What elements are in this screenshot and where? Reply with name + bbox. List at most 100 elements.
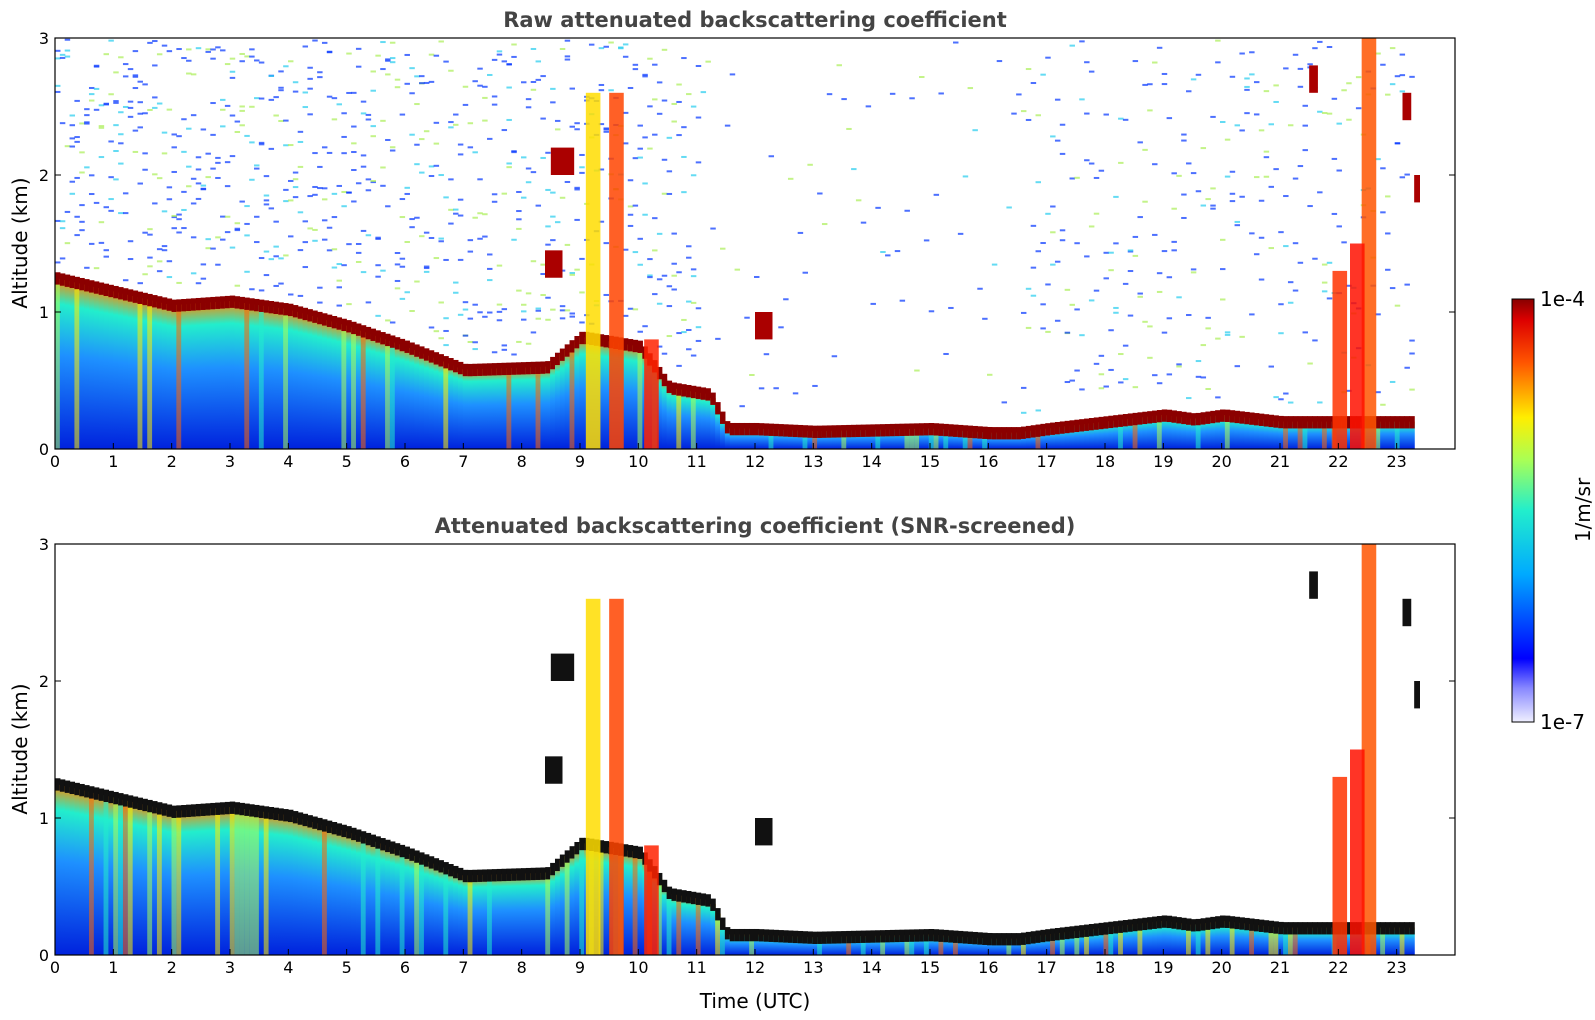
- aerosol-column: [545, 366, 551, 449]
- noise-pixel: [84, 108, 90, 111]
- aerosol-column: [273, 307, 279, 449]
- x-tick-label: 17: [1036, 958, 1056, 977]
- noise-pixel: [491, 351, 498, 354]
- aerosol-column: [1147, 416, 1153, 449]
- noise-pixel: [1108, 368, 1114, 371]
- layer-top-band: [127, 795, 134, 808]
- noise-pixel: [661, 274, 668, 277]
- noise-pixel: [909, 97, 915, 100]
- noise-pixel: [195, 282, 202, 285]
- noise-pixel: [234, 120, 241, 123]
- aerosol-column: [681, 389, 687, 449]
- layer-top-band: [1103, 416, 1109, 429]
- noise-pixel: [326, 151, 333, 154]
- noise-pixel: [1132, 386, 1139, 389]
- noise-pixel: [1253, 81, 1260, 84]
- noise-pixel: [389, 149, 396, 152]
- aerosol-column: [627, 850, 634, 955]
- noise-pixel: [1326, 261, 1333, 264]
- layer-top-band: [195, 297, 202, 311]
- noise-pixel: [982, 317, 988, 320]
- noise-pixel: [273, 220, 279, 223]
- noise-pixel: [190, 177, 197, 180]
- noise-pixel: [433, 54, 440, 57]
- aerosol-column: [1103, 421, 1109, 449]
- noise-pixel: [433, 257, 440, 260]
- x-tick-label: 14: [861, 958, 881, 977]
- layer-top-band: [229, 801, 236, 814]
- noise-pixel: [1409, 339, 1415, 342]
- noise-pixel: [176, 231, 182, 234]
- aerosol-column: [821, 430, 828, 449]
- noise-pixel: [195, 182, 202, 185]
- aerosol-column: [1205, 417, 1211, 449]
- noise-pixel: [200, 128, 207, 131]
- layer-top-band: [948, 930, 954, 943]
- noise-pixel: [477, 178, 483, 181]
- noise-pixel: [496, 264, 503, 267]
- noise-pixel: [302, 91, 309, 94]
- noise-pixel: [1069, 379, 1075, 382]
- layer-top-band: [880, 930, 886, 943]
- noise-pixel: [297, 140, 304, 143]
- x-tick-label: 22: [1328, 452, 1348, 471]
- aerosol-column: [370, 334, 376, 449]
- panel-raw-x-ticks: 0 1 2 3 4 5 6 7 8 9 10 11 12 13 14 15 16 17 18 19 20 21 22 23: [50, 443, 1407, 471]
- noise-pixel: [1059, 123, 1066, 126]
- noise-pixel: [1195, 375, 1202, 378]
- noise-pixel: [166, 260, 173, 263]
- noise-pixel: [1118, 117, 1124, 120]
- noise-pixel: [1171, 207, 1177, 210]
- noise-pixel: [147, 228, 153, 231]
- noise-pixel: [1050, 135, 1056, 138]
- layer-top-band: [812, 425, 818, 438]
- noise-pixel: [321, 238, 328, 241]
- noise-pixel: [1326, 297, 1333, 300]
- noise-pixel: [365, 234, 372, 237]
- aerosol-column: [821, 936, 828, 955]
- aerosol-column: [351, 833, 357, 955]
- aerosol-column: [967, 937, 974, 955]
- noise-pixel: [385, 319, 391, 322]
- aerosol-column: [419, 351, 425, 449]
- noise-pixel: [676, 134, 682, 137]
- layer-top-band: [1215, 916, 1221, 929]
- noise-pixel: [239, 200, 245, 203]
- noise-pixel: [1171, 172, 1177, 175]
- x-tick-label: 23: [1386, 452, 1406, 471]
- layer-top-band: [1118, 920, 1124, 933]
- noise-pixel: [1025, 118, 1032, 121]
- layer-top-band: [1380, 922, 1386, 935]
- noise-pixel: [865, 105, 872, 108]
- noise-pixel: [152, 106, 158, 109]
- layer-top-band: [220, 296, 226, 309]
- noise-pixel: [132, 50, 139, 53]
- layer-top-band: [307, 815, 313, 828]
- aerosol-streak: [176, 810, 182, 955]
- aerosol-column: [540, 872, 546, 955]
- noise-pixel: [1200, 376, 1207, 379]
- noise-pixel: [1389, 47, 1396, 50]
- noise-pixel: [215, 176, 221, 179]
- aerosol-streak: [1084, 930, 1090, 955]
- aerosol-column: [1054, 427, 1061, 449]
- aerosol-column: [195, 809, 202, 955]
- layer-top-band: [1389, 416, 1396, 429]
- x-tick-label: 2: [167, 958, 177, 977]
- elevated-cloud: [1402, 598, 1412, 627]
- layer-top-band: [137, 291, 143, 304]
- noise-pixel: [681, 191, 687, 194]
- noise-pixel: [1239, 335, 1245, 338]
- aerosol-column: [787, 935, 794, 955]
- noise-pixel: [1253, 176, 1260, 179]
- noise-pixel: [530, 331, 537, 334]
- layer-top-band: [516, 868, 522, 881]
- noise-pixel: [64, 145, 71, 148]
- layer-top-band: [1045, 929, 1051, 942]
- noise-pixel: [676, 83, 682, 86]
- noise-pixel: [656, 302, 663, 305]
- aerosol-column: [462, 875, 469, 955]
- noise-pixel: [521, 303, 527, 306]
- noise-pixel: [137, 182, 143, 185]
- noise-pixel: [521, 81, 527, 84]
